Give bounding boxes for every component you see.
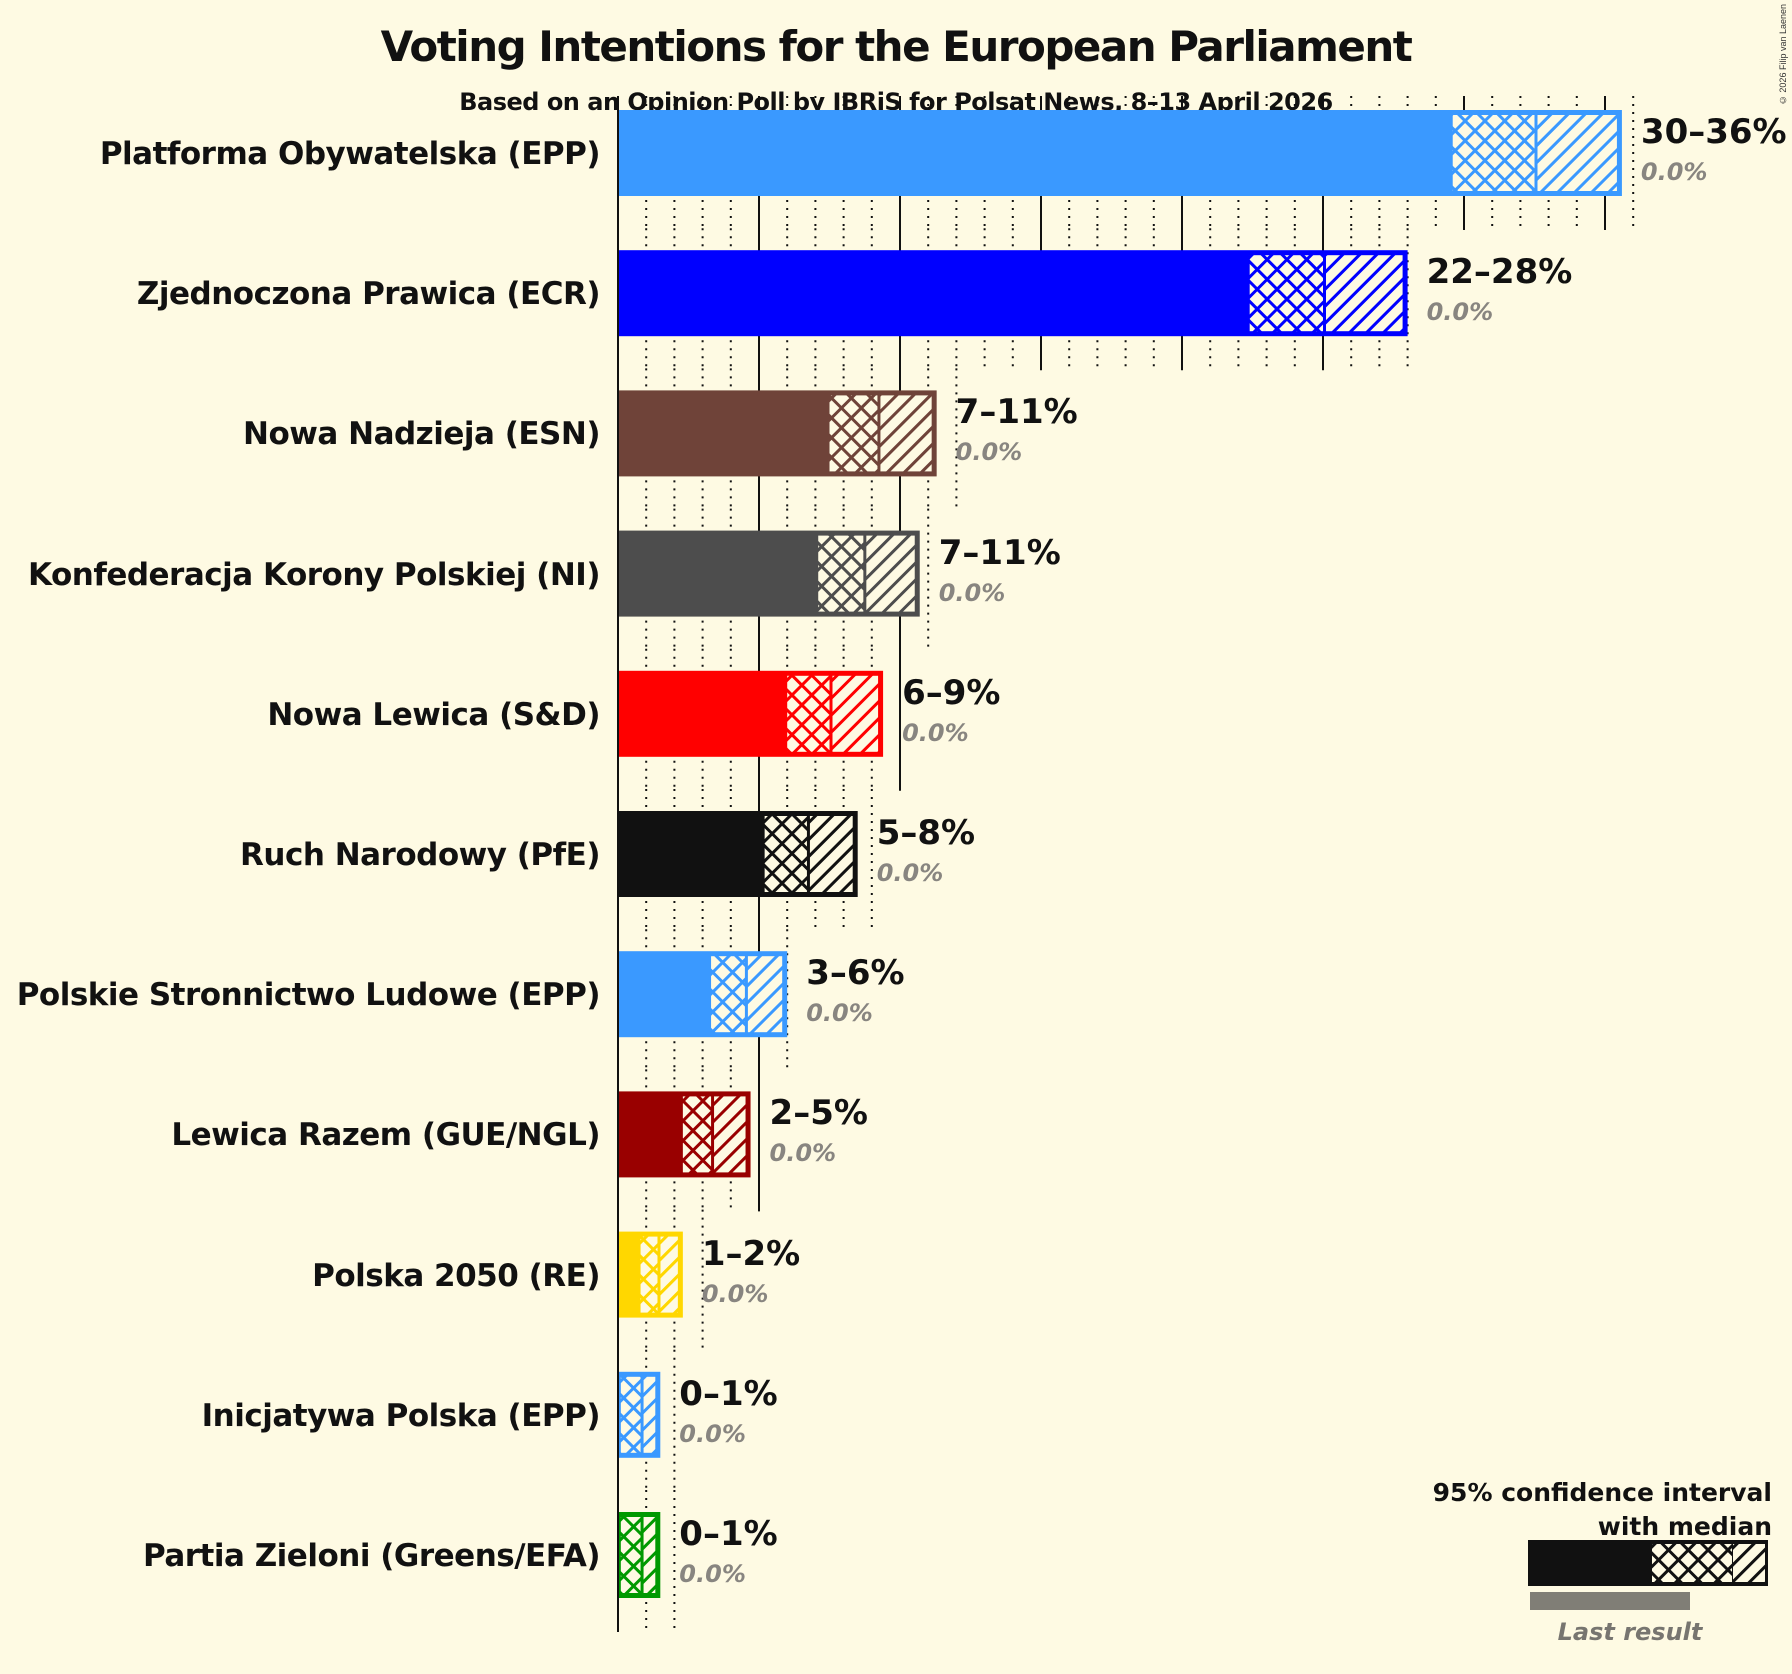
last-result-label: 0.0% <box>876 859 944 887</box>
bar-1 <box>618 250 1408 337</box>
party-label: Konfederacja Korony Polskiej (NI) <box>27 556 601 593</box>
last-result-label: 0.0% <box>679 1560 746 1588</box>
bar-6 <box>618 951 788 1038</box>
bar-2 <box>618 390 937 477</box>
legend-line-1: 95% confidence interval <box>1432 1478 1772 1507</box>
range-label: 5–8% <box>876 813 976 853</box>
range-label: 3–6% <box>806 953 905 994</box>
range-label: 0–1% <box>679 1373 778 1414</box>
bar-3 <box>618 530 920 617</box>
legend-swatch <box>1528 1540 1768 1610</box>
last-result-label: 0.0% <box>1640 158 1708 186</box>
range-label: 0–1% <box>679 1514 778 1554</box>
party-label: Nowa Nadzieja (ESN) <box>243 416 600 453</box>
party-label: Platforma Obywatelska (EPP) <box>99 136 601 172</box>
last-result-label: 0.0% <box>902 718 969 747</box>
range-label: 7–11% <box>955 392 1078 433</box>
range-label: 7–11% <box>938 532 1061 573</box>
last-result-label: 0.0% <box>938 578 1006 607</box>
party-label: Polskie Stronnictwo Ludowe (EPP) <box>16 977 601 1014</box>
bar-5 <box>618 811 858 897</box>
bar-4 <box>618 670 884 757</box>
legend-line-2: with median <box>1597 1512 1772 1541</box>
range-label: 1–2% <box>701 1233 801 1274</box>
last-result-label: 0.0% <box>955 438 1023 467</box>
party-label: Zjednoczona Prawica (ECR) <box>136 276 601 313</box>
legend-last-result-bar <box>1530 1592 1690 1610</box>
last-result-label: 0.0% <box>806 999 873 1028</box>
legend-title: 95% confidence interval with median <box>1433 1476 1772 1544</box>
range-label: 22–28% <box>1426 252 1573 293</box>
legend-last-result-label: Last result <box>1557 1618 1703 1646</box>
last-result-label: 0.0% <box>1426 298 1494 327</box>
party-label: Lewica Razem (GUE/NGL) <box>171 1117 600 1154</box>
bar-8 <box>618 1231 683 1318</box>
party-label: Inicjatywa Polska (EPP) <box>201 1397 601 1434</box>
party-label: Polska 2050 (RE) <box>312 1257 600 1294</box>
bar-9 <box>618 1371 661 1458</box>
bar-10 <box>618 1512 661 1598</box>
last-result-label: 0.0% <box>769 1139 837 1168</box>
party-label: Nowa Lewica (S&D) <box>267 696 600 733</box>
bar-0 <box>618 110 1622 196</box>
party-label: Partia Zieloni (Greens/EFA) <box>142 1538 601 1574</box>
range-label: 30–36% <box>1640 112 1787 152</box>
chart-title: Voting Intentions for the European Parli… <box>380 22 1413 71</box>
bar-7 <box>618 1091 751 1178</box>
range-label: 6–9% <box>902 672 1001 713</box>
range-label: 2–5% <box>769 1093 868 1134</box>
party-label: Ruch Narodowy (PfE) <box>240 837 600 873</box>
last-result-label: 0.0% <box>679 1419 746 1448</box>
last-result-label: 0.0% <box>701 1279 769 1308</box>
